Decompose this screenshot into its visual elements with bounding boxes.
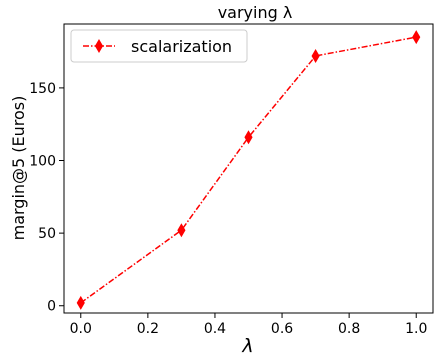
legend-marker-sample xyxy=(94,39,104,53)
y-axis-ticks: 0 50 100 150 xyxy=(29,81,64,315)
x-tick-label: 0.0 xyxy=(70,321,92,337)
x-axis-ticks: 0.0 0.2 0.4 0.6 0.8 1.0 xyxy=(70,313,427,337)
y-tick-label: 150 xyxy=(29,81,56,97)
x-tick-label: 0.4 xyxy=(204,321,226,337)
y-tick-label: 50 xyxy=(38,226,56,242)
series-layer xyxy=(76,30,421,310)
data-point-marker xyxy=(412,30,421,45)
x-tick-label: 1.0 xyxy=(405,321,427,337)
x-tick-label: 0.8 xyxy=(338,321,360,337)
legend-box xyxy=(70,29,248,63)
plot-frame xyxy=(63,23,434,314)
x-axis-label: λ xyxy=(241,335,253,356)
data-point-marker xyxy=(311,48,320,63)
y-axis-label: margin@5 (Euros) xyxy=(9,96,28,241)
legend-label-scalarization: scalarization xyxy=(131,37,232,56)
series-line-scalarization xyxy=(80,36,417,304)
y-tick-label: 0 xyxy=(47,299,56,315)
x-tick-label: 0.6 xyxy=(271,321,293,337)
legend: scalarization xyxy=(70,29,248,63)
data-point-marker xyxy=(177,223,186,238)
data-point-marker xyxy=(76,295,85,310)
y-tick-label: 100 xyxy=(29,154,56,170)
data-point-marker xyxy=(244,130,253,145)
chart-title: varying λ xyxy=(218,3,293,22)
x-tick-label: 0.2 xyxy=(137,321,159,337)
